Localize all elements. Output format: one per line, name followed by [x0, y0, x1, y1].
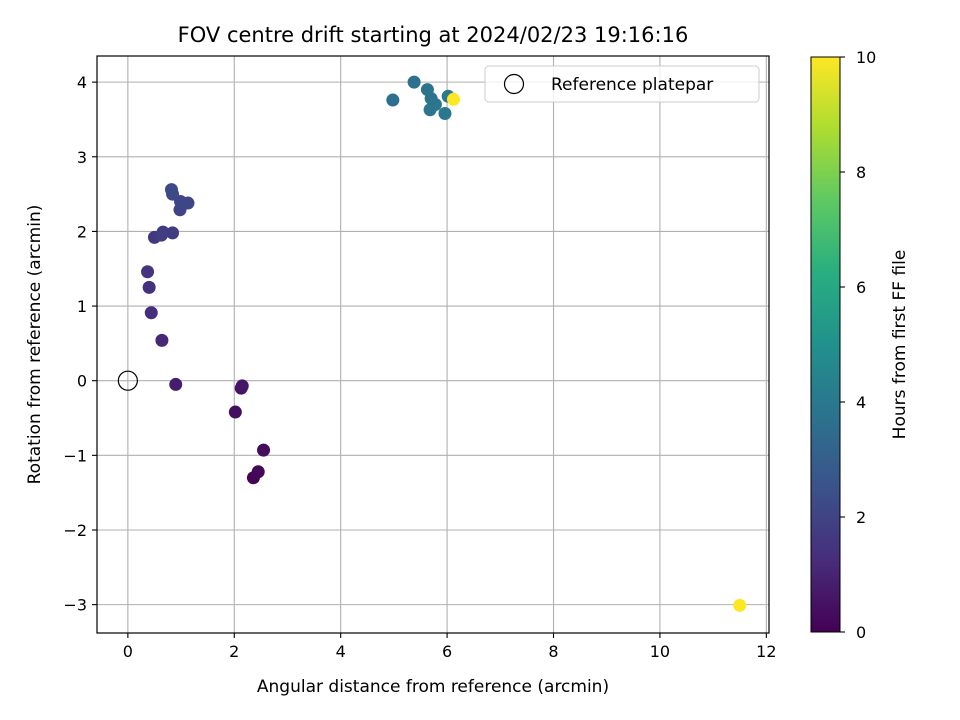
legend: Reference platepar [484, 65, 760, 103]
data-point [235, 379, 249, 393]
data-point [228, 405, 242, 419]
data-point [141, 265, 155, 279]
reference-marker-group [117, 370, 138, 391]
data-point [142, 280, 156, 294]
data-point [423, 103, 437, 117]
reference-platepar-marker [117, 370, 138, 391]
x-axis-label: Angular distance from reference (arcmin) [257, 677, 609, 697]
y-axis-label: Rotation from reference (arcmin) [25, 205, 45, 485]
data-point [733, 598, 747, 612]
plot-frame [96, 55, 770, 634]
y-tick-label: −2 [63, 521, 87, 540]
y-tick-label: 3 [77, 148, 87, 167]
legend-entry-label: Reference platepar [551, 75, 713, 95]
x-tick-label: 2 [229, 642, 239, 661]
data-point [446, 92, 460, 106]
data-point [169, 377, 183, 391]
y-tick-label: 2 [77, 222, 87, 241]
legend-box [484, 65, 760, 103]
data-point [144, 306, 158, 320]
colorbar-tick-label: 6 [856, 278, 866, 297]
data-point [251, 465, 265, 479]
data-point [166, 226, 180, 240]
data-point [164, 183, 178, 197]
chart-title: FOV centre drift starting at 2024/02/23 … [178, 23, 689, 47]
x-tick-label: 0 [123, 642, 133, 661]
y-tick-label: 1 [77, 297, 87, 316]
colorbar-label: Hours from first FF file [890, 250, 910, 440]
colorbar: 0 2 4 6 8 10 Hours from first FF file [810, 48, 910, 642]
y-tick-label: −3 [63, 596, 87, 615]
y-tick-label: 4 [77, 73, 87, 92]
colorbar-tick-label: 0 [856, 623, 866, 642]
x-tick-label: 8 [548, 642, 558, 661]
data-point [438, 106, 452, 120]
legend-marker [503, 73, 525, 95]
colorbar-tick-label: 8 [856, 163, 866, 182]
data-point [257, 443, 271, 457]
x-tick-label: 6 [442, 642, 452, 661]
y-tick-label: −1 [63, 446, 87, 465]
data-point [407, 75, 421, 89]
colorbar-gradient [810, 56, 841, 633]
y-tick-label: 0 [77, 372, 87, 391]
data-point [386, 93, 400, 107]
x-tick-label: 4 [336, 642, 346, 661]
data-point [155, 333, 169, 347]
y-axis-ticks: −3 −2 −1 0 1 2 3 4 [63, 73, 97, 615]
colorbar-tick-label: 2 [856, 508, 866, 527]
data-points [141, 75, 747, 612]
colorbar-ticks: 0 2 4 6 8 10 [840, 48, 876, 642]
gridlines [97, 56, 769, 633]
data-point [154, 228, 168, 242]
x-tick-label: 12 [756, 642, 776, 661]
x-tick-label: 10 [650, 642, 670, 661]
x-axis-ticks: 0 2 4 6 8 10 12 [123, 633, 777, 661]
colorbar-tick-label: 10 [856, 48, 876, 67]
colorbar-tick-label: 4 [856, 393, 866, 412]
